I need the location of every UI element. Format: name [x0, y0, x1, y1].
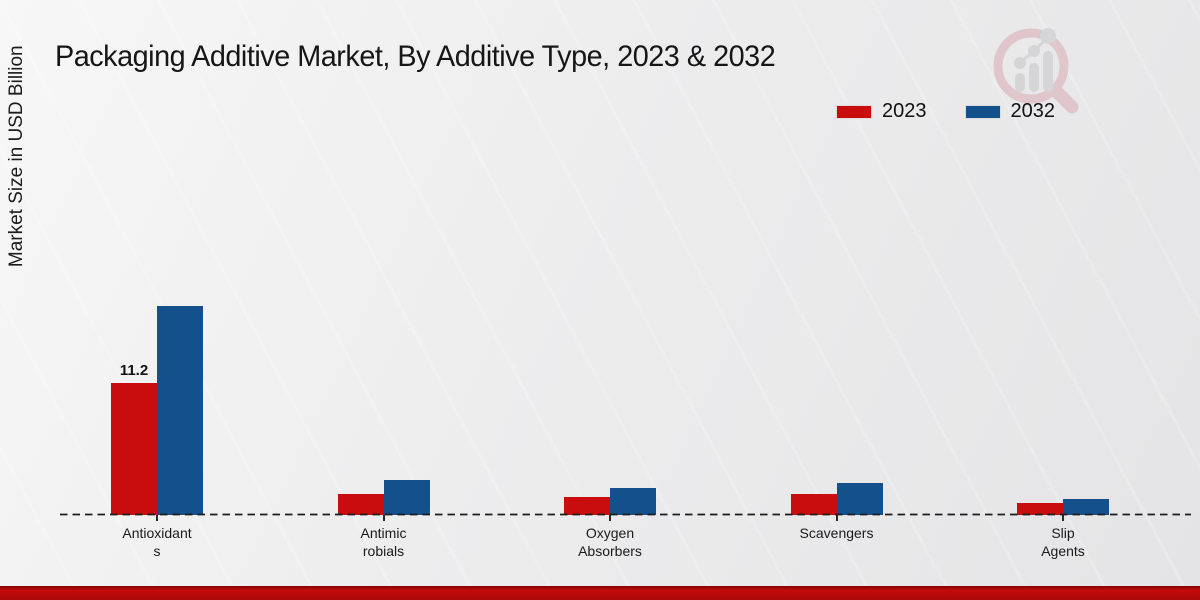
category-label-line: Oxygen — [585, 525, 635, 541]
bar-2032-oxygen-absorbers — [610, 487, 656, 515]
bar-2032-antimicrobials — [383, 479, 430, 515]
category-label-line: Agents — [1041, 543, 1085, 559]
x-axis-tick-slip-agents — [1062, 515, 1064, 521]
category-label-line: Scavengers — [799, 525, 874, 541]
bar-2023-antioxidants — [111, 383, 157, 515]
category-label-line: Antimic — [360, 525, 407, 541]
category-label-antimicrobials: Antimic robials — [324, 524, 444, 560]
x-axis-tick-antimicrobials — [382, 515, 385, 521]
footer-accent-bar — [0, 586, 1200, 600]
value-label-antioxidants-2023: 11.2 — [119, 362, 149, 379]
legend-item-2023: 2023 — [836, 100, 927, 123]
category-label-line: s — [153, 543, 161, 559]
bar-2032-antioxidants — [157, 306, 203, 515]
magnifier-ring-icon — [993, 28, 1069, 104]
x-axis-tick-scavengers — [835, 515, 838, 521]
chart-title: Packaging Additive Market, By Additive T… — [55, 40, 776, 73]
category-label-line: robials — [362, 543, 405, 559]
legend: 2023 2032 — [836, 100, 1055, 123]
category-label-antioxidants: Antioxidant s — [97, 524, 217, 560]
magnifier-handle-icon — [1048, 83, 1079, 114]
category-label-line: Absorbers — [578, 543, 642, 559]
legend-label-2023: 2023 — [882, 100, 927, 122]
legend-swatch-2032 — [964, 104, 1001, 119]
x-axis-tick-oxygen-absorbers — [609, 515, 611, 521]
legend-label-2032: 2032 — [1010, 100, 1056, 122]
bar-2023-scavengers — [790, 493, 837, 515]
category-label-scavengers: Scavengers — [777, 524, 897, 542]
bar-2032-slip-agents — [1063, 498, 1109, 515]
x-axis-tick-antioxidants — [156, 515, 158, 521]
category-label-line: Antioxidant — [122, 525, 192, 541]
brand-watermark-logo — [993, 28, 1079, 114]
bar-2032-scavengers — [836, 483, 883, 515]
bar-chart-glyph-icon — [1014, 28, 1056, 92]
bar-2023-antimicrobials — [337, 493, 384, 515]
bar-2023-oxygen-absorbers — [564, 497, 610, 515]
category-label-slip-agents: Slip Agents — [1003, 524, 1123, 560]
category-label-line: Slip — [1051, 525, 1075, 541]
legend-item-2032: 2032 — [964, 100, 1056, 123]
legend-swatch-2023 — [836, 104, 872, 119]
bar-2023-slip-agents — [1017, 503, 1063, 515]
category-label-oxygen-absorbers: Oxygen Absorbers — [550, 524, 670, 560]
